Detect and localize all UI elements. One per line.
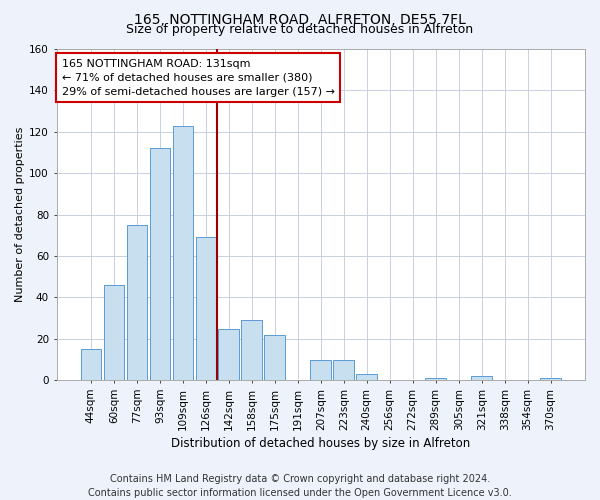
Text: 165, NOTTINGHAM ROAD, ALFRETON, DE55 7FL: 165, NOTTINGHAM ROAD, ALFRETON, DE55 7FL: [134, 12, 466, 26]
Bar: [173, 126, 193, 380]
Bar: [425, 378, 446, 380]
X-axis label: Distribution of detached houses by size in Alfreton: Distribution of detached houses by size …: [171, 437, 470, 450]
Bar: [80, 349, 101, 380]
Y-axis label: Number of detached properties: Number of detached properties: [15, 127, 25, 302]
Bar: [149, 148, 170, 380]
Bar: [334, 360, 354, 380]
Text: Size of property relative to detached houses in Alfreton: Size of property relative to detached ho…: [127, 22, 473, 36]
Bar: [241, 320, 262, 380]
Bar: [310, 360, 331, 380]
Bar: [265, 334, 285, 380]
Bar: [196, 238, 216, 380]
Text: 165 NOTTINGHAM ROAD: 131sqm
← 71% of detached houses are smaller (380)
29% of se: 165 NOTTINGHAM ROAD: 131sqm ← 71% of det…: [62, 59, 335, 97]
Bar: [356, 374, 377, 380]
Bar: [472, 376, 492, 380]
Bar: [127, 225, 147, 380]
Bar: [104, 285, 124, 380]
Bar: [218, 328, 239, 380]
Bar: [540, 378, 561, 380]
Text: Contains HM Land Registry data © Crown copyright and database right 2024.
Contai: Contains HM Land Registry data © Crown c…: [88, 474, 512, 498]
